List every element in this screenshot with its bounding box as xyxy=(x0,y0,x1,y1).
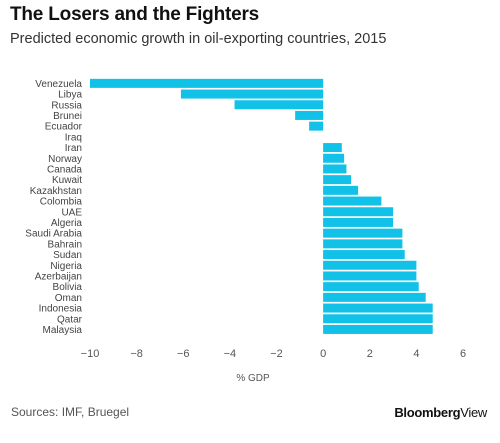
category-label: Canada xyxy=(47,164,82,175)
category-label: Brunei xyxy=(53,111,82,122)
category-label: Colombia xyxy=(40,197,83,208)
chart-title: The Losers and the Fighters xyxy=(10,4,260,25)
category-label: Norway xyxy=(48,154,82,165)
category-label: Russia xyxy=(51,100,82,111)
bar xyxy=(323,250,405,260)
category-label: Iraq xyxy=(65,132,82,143)
bar xyxy=(309,121,324,131)
category-label: Qatar xyxy=(57,314,83,325)
x-tick-label: −2 xyxy=(270,348,283,360)
bar xyxy=(323,239,403,249)
bar xyxy=(323,271,417,281)
bar xyxy=(323,324,433,334)
category-label: Malaysia xyxy=(43,325,83,336)
category-label: Kuwait xyxy=(52,175,82,186)
x-tick-label: 0 xyxy=(320,348,326,360)
bar xyxy=(323,303,433,313)
category-label: Bahrain xyxy=(48,239,82,250)
x-tick-label: 4 xyxy=(413,348,419,360)
x-tick-label: −10 xyxy=(81,348,100,360)
category-label: Nigeria xyxy=(50,261,82,272)
bar xyxy=(323,260,417,270)
bar xyxy=(234,100,324,110)
category-label: Venezuela xyxy=(35,79,82,90)
bar xyxy=(323,217,394,227)
brand-bold: Bloomberg xyxy=(394,405,461,420)
bar xyxy=(323,196,382,206)
x-tick-label: 2 xyxy=(367,348,373,360)
bar xyxy=(323,185,359,195)
x-tick-label: −6 xyxy=(177,348,190,360)
category-label: Saudi Arabia xyxy=(25,229,82,240)
category-label: Azerbaijan xyxy=(35,271,82,282)
bar xyxy=(323,228,403,238)
x-tick-label: −4 xyxy=(224,348,237,360)
category-label: Oman xyxy=(55,293,82,304)
bar xyxy=(323,153,345,163)
category-label: Libya xyxy=(58,90,82,101)
category-label: Sudan xyxy=(53,250,82,261)
bar xyxy=(90,78,324,88)
bar xyxy=(323,282,419,292)
category-label: Ecuador xyxy=(45,122,83,133)
bar xyxy=(323,292,426,302)
bar xyxy=(323,164,347,174)
category-label: Bolivia xyxy=(53,282,83,293)
chart-subtitle: Predicted economic growth in oil-exporti… xyxy=(10,31,387,47)
category-label: Algeria xyxy=(51,218,83,229)
category-label: Indonesia xyxy=(39,304,83,315)
source-note: Sources: IMF, Bruegel xyxy=(11,405,130,419)
brand-logo: BloombergView xyxy=(394,405,487,420)
x-tick-label: 6 xyxy=(460,348,466,360)
bar xyxy=(323,143,342,153)
category-label: UAE xyxy=(61,207,82,218)
bar xyxy=(295,110,324,120)
x-tick-label: −8 xyxy=(130,348,143,360)
bar xyxy=(323,175,352,185)
bar xyxy=(323,314,433,324)
x-axis-label: % GDP xyxy=(236,373,270,384)
brand-light: View xyxy=(460,405,487,420)
category-label: Iran xyxy=(65,143,82,154)
bar xyxy=(323,207,394,217)
category-label: Kazakhstan xyxy=(30,186,82,197)
bar xyxy=(180,89,324,99)
